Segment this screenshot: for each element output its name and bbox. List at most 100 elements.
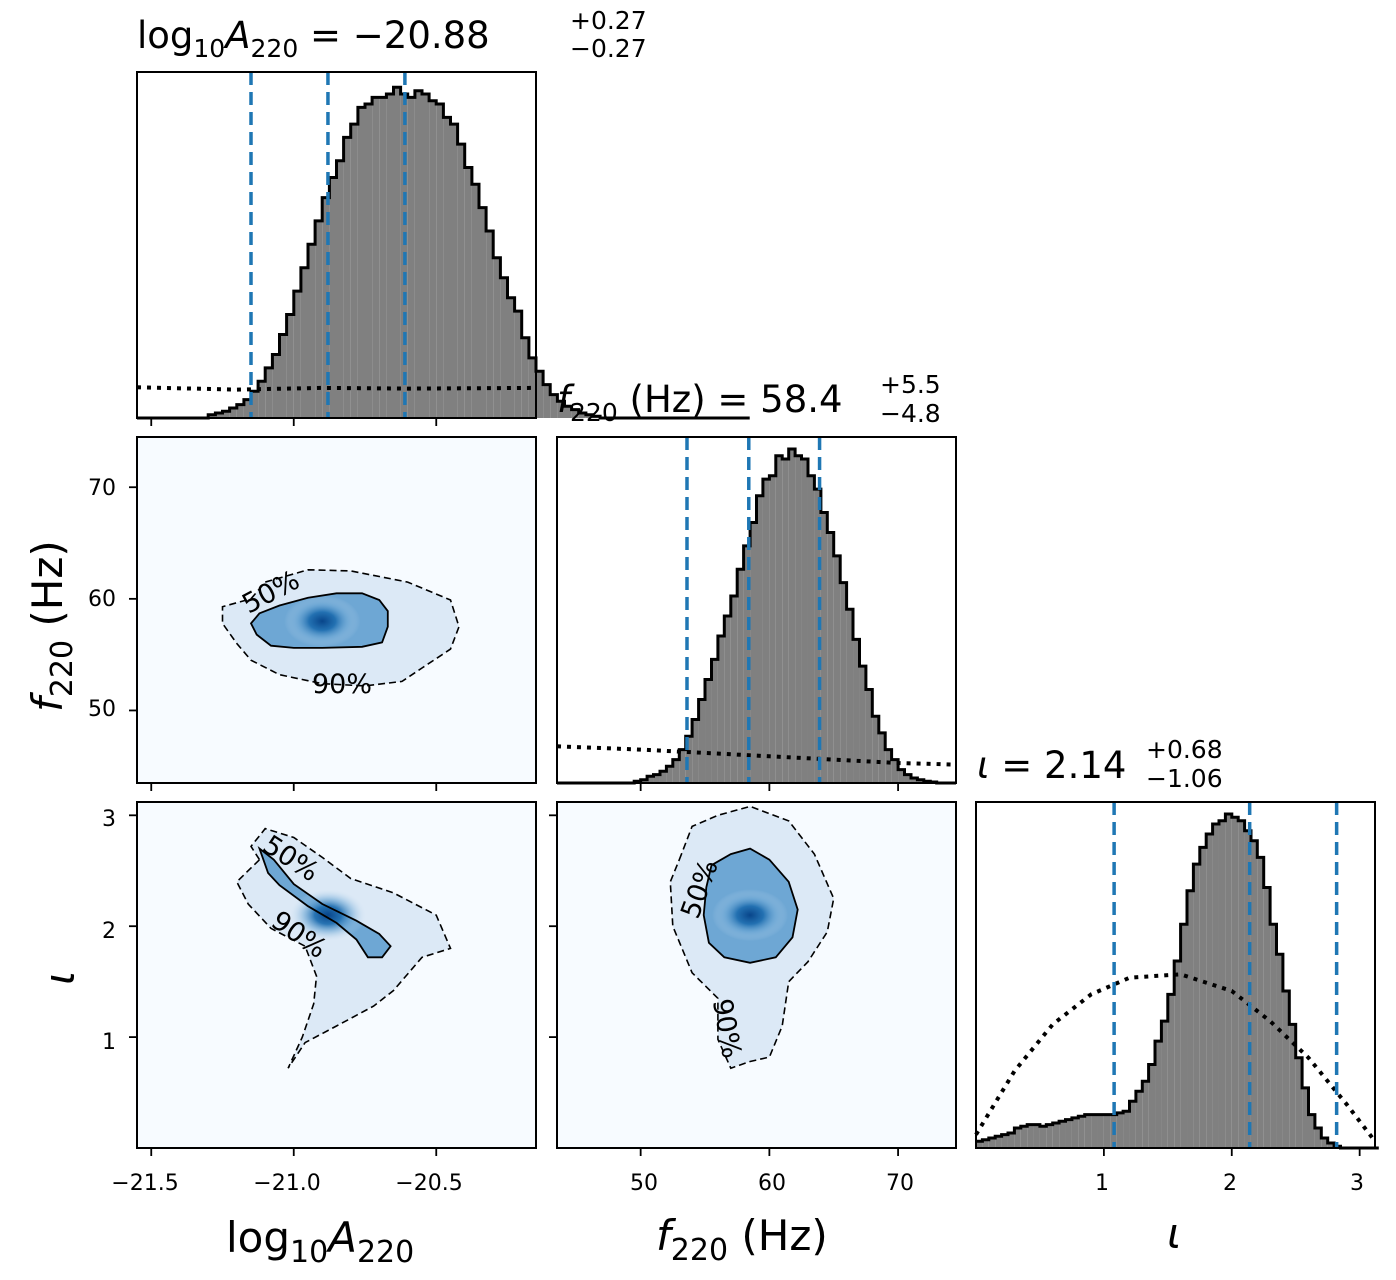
hist-bar (1052, 1122, 1060, 1148)
hist-bar (429, 100, 437, 418)
ytick-label: 1 (102, 1030, 116, 1055)
yticks-iota: 1 2 3 (102, 807, 116, 1055)
hist-bar (236, 404, 244, 418)
hist-bar (329, 177, 337, 418)
hist-bar (976, 1141, 983, 1148)
hist-bar (507, 297, 515, 418)
hist-bar (1270, 924, 1277, 1148)
panel-kde-logA-iota: 50%90% (129, 801, 537, 1156)
xtick-label: 1 (1095, 1171, 1109, 1196)
ytick-label: 70 (88, 476, 116, 501)
xlabel-iota: ι (1167, 1209, 1181, 1258)
hist-bar (1174, 960, 1181, 1148)
hist-bar (336, 160, 344, 418)
hist-bar (222, 411, 230, 418)
hist-bar (1129, 1101, 1136, 1148)
hist-bar (872, 716, 879, 783)
hist-bar (982, 1139, 989, 1148)
hist-bar (801, 459, 808, 783)
hist-bar (251, 391, 259, 418)
panel-hist-iota (974, 801, 1379, 1156)
hist-bar (1161, 1021, 1168, 1148)
xlabel-logA: log10A220 (226, 1213, 414, 1270)
xlabel-f: f220 (Hz) (656, 1211, 828, 1268)
panel-frame (556, 801, 957, 1149)
hist-bar (350, 124, 358, 418)
hist-bar (343, 137, 351, 418)
hist-bar (486, 230, 494, 418)
hist-bar (1327, 1142, 1335, 1148)
hist-bar (528, 357, 536, 418)
hist-bar (1308, 1114, 1315, 1148)
hist-bar (493, 257, 501, 418)
hist-bar (514, 311, 522, 418)
hist-bar (1078, 1116, 1085, 1148)
hist-bar (1123, 1111, 1130, 1148)
hist-bar (564, 406, 572, 418)
xtick-label: 2 (1223, 1171, 1237, 1196)
hist-bar (1155, 1041, 1162, 1148)
hist-bar (1314, 1127, 1322, 1148)
contour-50 (702, 847, 799, 964)
hist-bar (1167, 994, 1175, 1148)
hist-bar (436, 104, 444, 418)
hist-bar (500, 277, 508, 418)
hist-bar (1148, 1064, 1156, 1148)
contour-90 (221, 568, 460, 687)
hist-bar (1007, 1132, 1015, 1148)
hist-bar (846, 609, 854, 783)
panel-frame (136, 801, 537, 1149)
contour-label: 90% (312, 669, 372, 700)
hist-bar (1289, 1024, 1296, 1148)
hist-bar (750, 522, 757, 783)
title-logA: log10A220 = −20.88 (137, 14, 490, 63)
hist-bar (536, 371, 544, 418)
posterior-step-line (976, 812, 1379, 1150)
hist-bar (300, 267, 308, 418)
title-f-minus: −4.8 (880, 399, 941, 428)
hist-bar (724, 616, 731, 783)
kde-density-peak (712, 889, 789, 942)
hist-bar (904, 774, 911, 783)
panel-frame (136, 436, 537, 784)
xtick-label: −21.5 (111, 1171, 178, 1196)
hist-bar (788, 449, 796, 783)
hist-bar (898, 769, 905, 783)
xticks-logA: −21.5 −21.0 −20.5 (111, 1171, 462, 1196)
title-iota: ι = 2.14 (977, 744, 1126, 787)
hist-bar (208, 414, 216, 418)
hist-bar (782, 459, 789, 783)
hist-bar (578, 412, 586, 418)
hist-bar (1187, 890, 1194, 1148)
hist-bar (272, 354, 280, 418)
title-iota-minus: −1.06 (1146, 764, 1223, 793)
ytick-label: 60 (88, 587, 116, 612)
hist-bar (457, 144, 465, 418)
hist-bar (840, 582, 847, 783)
hist-bar (1250, 840, 1258, 1148)
hist-bar (705, 679, 712, 783)
hist-bar (995, 1136, 1002, 1148)
hist-bar (647, 776, 654, 783)
hist-bar (450, 124, 458, 418)
hist-bar (891, 759, 899, 783)
panel-frame (136, 71, 537, 419)
contour-90 (669, 805, 835, 1070)
hist-bar (775, 455, 783, 783)
title-logA-plus: +0.27 (570, 6, 647, 35)
hist-bar (1282, 991, 1290, 1148)
title-f-plus: +5.5 (880, 370, 941, 399)
hist-bar (988, 1137, 996, 1148)
hist-bar (653, 774, 660, 783)
hist-bar (393, 87, 401, 418)
hist-bar (698, 699, 706, 783)
ytick-label: 50 (88, 697, 116, 722)
hist-bar (1218, 820, 1226, 1148)
xtick-label: 70 (886, 1171, 914, 1196)
panel-hist-logA (136, 71, 750, 426)
panel-kde-logA-f: 50%90% (129, 436, 537, 791)
hist-bar (315, 220, 323, 418)
hist-bar (1059, 1121, 1066, 1148)
hist-bar (379, 97, 387, 419)
